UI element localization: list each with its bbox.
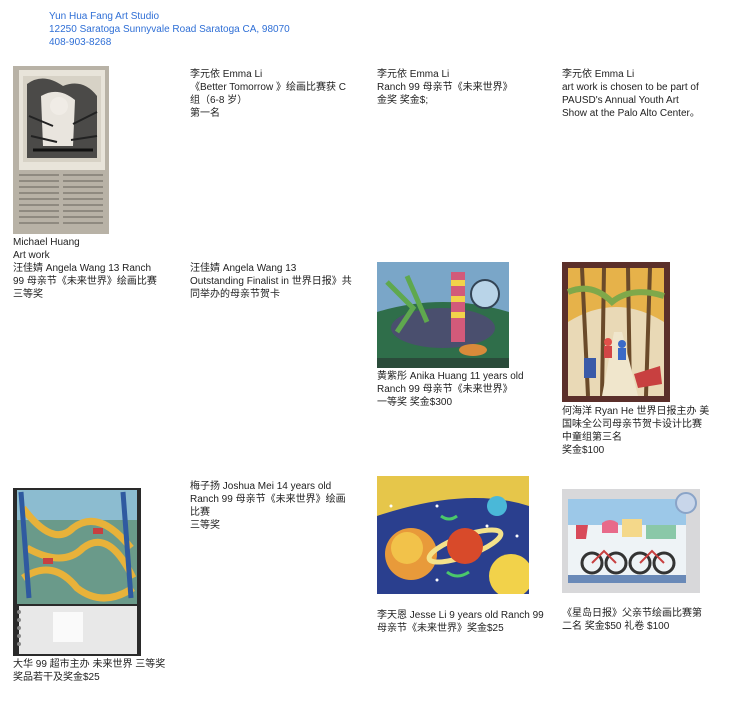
caption-line: Outstanding Finalist in 世界日报》共	[190, 276, 352, 287]
artwork-sketchbook	[13, 488, 141, 656]
caption-emma-2: 李元依 Emma Li Ranch 99 母亲节《未来世界》 金奖 奖金$;	[377, 68, 547, 107]
caption-line: 99 母亲节《未来世界》绘画比赛	[13, 276, 157, 287]
studio-address: 12250 Saratoga Sunnyvale Road Saratoga C…	[49, 24, 290, 35]
artwork-future-city	[377, 262, 509, 368]
caption-angela-2: 汪佳婧 Angela Wang 13 Outstanding Finalist …	[190, 262, 370, 301]
caption-ryan: 何海洋 Ryan He 世界日报主办 美 国味全公司母亲节贺卡设计比赛 中童组第…	[562, 405, 732, 457]
caption-emma-1: 李元依 Emma Li 《Better Tomorrow 》绘画比赛获 C 组（…	[190, 68, 360, 120]
caption-line: 金奖 奖金$;	[377, 95, 429, 106]
caption-line: 中童组第三名	[562, 432, 622, 443]
caption-line: 李元依 Emma Li	[190, 69, 263, 80]
caption-dahua: 大华 99 超市主办 未来世界 三等奖 奖品若干及奖金$25	[13, 658, 188, 684]
caption-line: 李天恩 Jesse Li 9 years old Ranch 99	[377, 610, 544, 621]
caption-line: 二名 奖金$50 礼卷 $100	[562, 621, 670, 632]
caption-line: 比赛	[190, 507, 210, 518]
caption-line: 三等奖	[190, 520, 220, 531]
artwork-magazine-photo	[13, 66, 109, 234]
caption-line: art work is chosen to be part of	[562, 82, 699, 93]
artwork-forest-path	[562, 262, 670, 402]
caption-line: 奖金$100	[562, 445, 605, 456]
studio-name: Yun Hua Fang Art Studio	[49, 11, 160, 22]
caption-line: 第一名	[190, 108, 220, 119]
caption-xingdao: 《星岛日报》父亲节绘画比赛第 二名 奖金$50 礼卷 $100	[562, 607, 732, 633]
caption-line: Ranch 99 母亲节《未来世界》	[377, 82, 513, 93]
caption-line: 三等奖	[13, 289, 43, 300]
artwork-planets	[377, 476, 529, 594]
studio-phone: 408-903-8268	[49, 37, 112, 48]
caption-line: 《Better Tomorrow 》绘画比赛获 C	[190, 82, 346, 93]
caption-line: 汪佳婧 Angela Wang 13	[190, 263, 297, 274]
caption-line: Ranch 99 母亲节《未来世界》绘画	[190, 494, 346, 505]
caption-joshua: 梅子扬 Joshua Mei 14 years old Ranch 99 母亲节…	[190, 480, 365, 532]
caption-line: 奖品若干及奖金$25	[13, 672, 100, 683]
caption-line: 汪佳婧 Angela Wang 13 Ranch	[13, 263, 152, 274]
caption-line: PAUSD's Annual Youth Art	[562, 95, 679, 106]
caption-line: 李元依 Emma Li	[562, 69, 635, 80]
caption-line: 同举办的母亲节贺卡	[190, 289, 280, 300]
caption-anika: 黄紫彤 Anika Huang 11 years old Ranch 99 母亲…	[377, 370, 547, 409]
caption-line: 黄紫彤 Anika Huang 11 years old	[377, 371, 524, 382]
caption-jesse: 李天恩 Jesse Li 9 years old Ranch 99 母亲节《未来…	[377, 609, 552, 635]
caption-line: 梅子扬 Joshua Mei 14 years old	[190, 481, 332, 492]
caption-angela-1: 汪佳婧 Angela Wang 13 Ranch 99 母亲节《未来世界》绘画比…	[13, 262, 181, 301]
caption-line: Ranch 99 母亲节《未来世界》	[377, 384, 513, 395]
caption-line: 国味全公司母亲节贺卡设计比赛	[562, 419, 702, 430]
caption-michael: Michael Huang Art work	[13, 236, 178, 262]
caption-line: 母亲节《未来世界》奖金$25	[377, 623, 504, 634]
artwork-bicycles	[562, 489, 700, 593]
caption-line: 《星岛日报》父亲节绘画比赛第	[562, 608, 702, 619]
caption-line: 组（6-8 岁）	[190, 95, 248, 106]
caption-emma-3: 李元依 Emma Li art work is chosen to be par…	[562, 68, 732, 120]
caption-line: Show at the Palo Alto Center。	[562, 108, 700, 119]
caption-line: Michael Huang	[13, 237, 80, 248]
caption-line: 李元依 Emma Li	[377, 69, 450, 80]
studio-header: Yun Hua Fang Art Studio 12250 Saratoga S…	[49, 10, 290, 49]
caption-line: Art work	[13, 250, 50, 261]
caption-line: 一等奖 奖金$300	[377, 397, 453, 408]
caption-line: 何海洋 Ryan He 世界日报主办 美	[562, 406, 710, 417]
caption-line: 大华 99 超市主办 未来世界 三等奖	[13, 659, 166, 670]
